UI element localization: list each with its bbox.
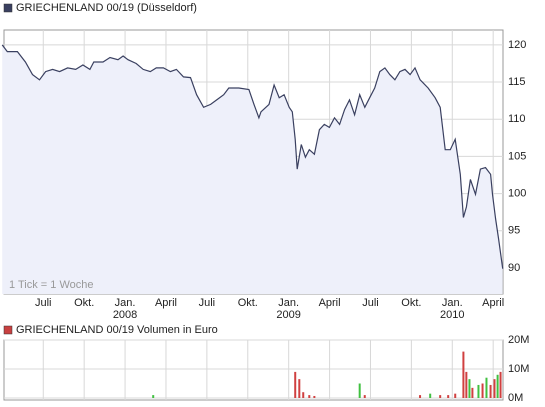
volume-bar [308, 395, 311, 398]
volume-bar [298, 379, 301, 398]
volume-bar [471, 387, 474, 398]
volume-bar [294, 371, 297, 398]
volume-bar [496, 374, 499, 398]
volume-bar [468, 379, 471, 398]
y-tick-label: 0M [508, 392, 523, 404]
plot-frame [3, 339, 504, 401]
y-tick-label: 105 [508, 150, 526, 162]
volume-bar [152, 395, 155, 398]
x-tick-label: Jan. [442, 297, 463, 309]
x-tick-label: April [482, 297, 504, 309]
y-tick-label: 120 [508, 39, 526, 51]
y-tick-label: 110 [508, 113, 526, 125]
volume-bar [302, 392, 305, 398]
volume-bar [465, 371, 468, 398]
x-tick-label: Okt. [74, 297, 94, 309]
x-tick-label: Juli [362, 297, 379, 309]
x-tick-label: Juli [35, 297, 52, 309]
annotation: 1 Tick = 1 Woche [9, 279, 93, 291]
legend-label: GRIECHENLAND 00/19 (Düsseldorf) [16, 2, 197, 14]
y-tick-label: 100 [508, 188, 526, 200]
volume-bar [477, 384, 480, 398]
x-tick-label: April [319, 297, 341, 309]
volume-bar [485, 377, 488, 398]
y-tick-label: 95 [508, 225, 520, 237]
x-tick-label: Jan. [115, 297, 136, 309]
x-year-label: 2010 [440, 309, 464, 321]
legend-swatch [3, 325, 13, 335]
y-tick-label: 90 [508, 262, 520, 274]
volume-bar [481, 383, 484, 398]
y-tick-label: 20M [508, 334, 529, 346]
area-fill [2, 44, 503, 295]
y-tick-label: 10M [508, 363, 529, 375]
volume-bar [493, 379, 496, 398]
volume-bar [429, 393, 432, 398]
volume-bar [454, 393, 457, 398]
x-tick-label: April [155, 297, 177, 309]
x-tick-label: Juli [199, 297, 216, 309]
x-tick-label: Okt. [401, 297, 421, 309]
volume-bar [439, 395, 442, 398]
volume-bar [499, 371, 502, 398]
x-year-label: 2009 [276, 309, 300, 321]
x-tick-label: Okt. [238, 297, 258, 309]
volume-bar [489, 384, 492, 398]
volume-bar [358, 383, 361, 398]
volume-bar [447, 395, 450, 398]
y-tick-label: 115 [508, 76, 526, 88]
x-tick-label: Jan. [278, 297, 299, 309]
legend-label: GRIECHENLAND 00/19 Volumen in Euro [16, 324, 218, 336]
volume-bar [313, 395, 316, 398]
price-line [1, 44, 504, 269]
volume-bar [462, 351, 465, 398]
volume-bar [419, 395, 422, 398]
legend-swatch [3, 3, 13, 13]
x-year-label: 2008 [113, 309, 137, 321]
volume-bar [363, 395, 366, 398]
